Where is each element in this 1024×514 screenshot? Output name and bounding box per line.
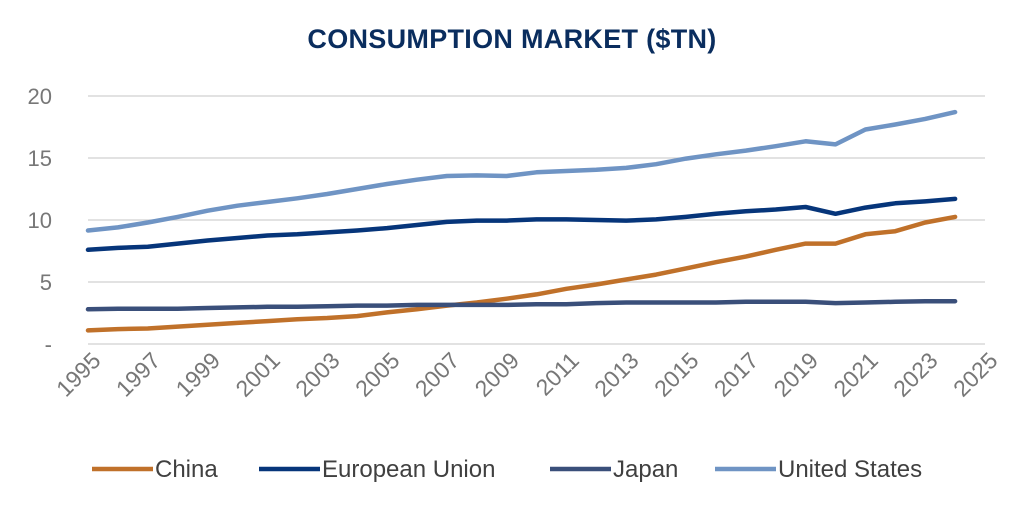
x-tick-label: 2005 — [350, 347, 405, 402]
series-line-china — [85, 214, 958, 333]
y-tick-label: 10 — [28, 208, 52, 233]
series-line-united-states — [85, 109, 958, 233]
x-tick-label: 2023 — [888, 347, 943, 402]
x-tick-label: 2007 — [410, 347, 465, 402]
x-tick-label: 2011 — [531, 347, 584, 400]
x-tick-label: 2021 — [828, 347, 883, 402]
x-tick-label: 2025 — [948, 347, 1003, 402]
x-tick-label: 2019 — [769, 347, 824, 402]
x-tick-label: 1999 — [171, 347, 226, 402]
legend-label: Japan — [613, 456, 678, 483]
x-tick-label: 1997 — [111, 347, 166, 402]
x-tick-label: 2009 — [470, 347, 525, 402]
x-tick-label: 2017 — [709, 347, 764, 402]
y-tick-label: 20 — [28, 84, 52, 109]
x-tick-label: 2003 — [290, 347, 345, 402]
legend-label: United States — [778, 456, 922, 483]
y-tick-label: - — [45, 332, 52, 357]
legend-label: European Union — [322, 456, 495, 483]
x-tick-label: 2013 — [589, 347, 644, 402]
x-tick-label: 2015 — [649, 347, 704, 402]
series-line-european-union — [85, 196, 958, 253]
x-tick-label: 2001 — [230, 347, 285, 402]
y-tick-label: 5 — [40, 270, 52, 295]
x-tick-label: 1995 — [51, 347, 106, 402]
series-line-japan — [85, 298, 958, 312]
y-tick-label: 15 — [28, 146, 52, 171]
legend-label: China — [155, 456, 218, 483]
chart-title: CONSUMPTION MARKET ($TN) — [307, 24, 717, 54]
